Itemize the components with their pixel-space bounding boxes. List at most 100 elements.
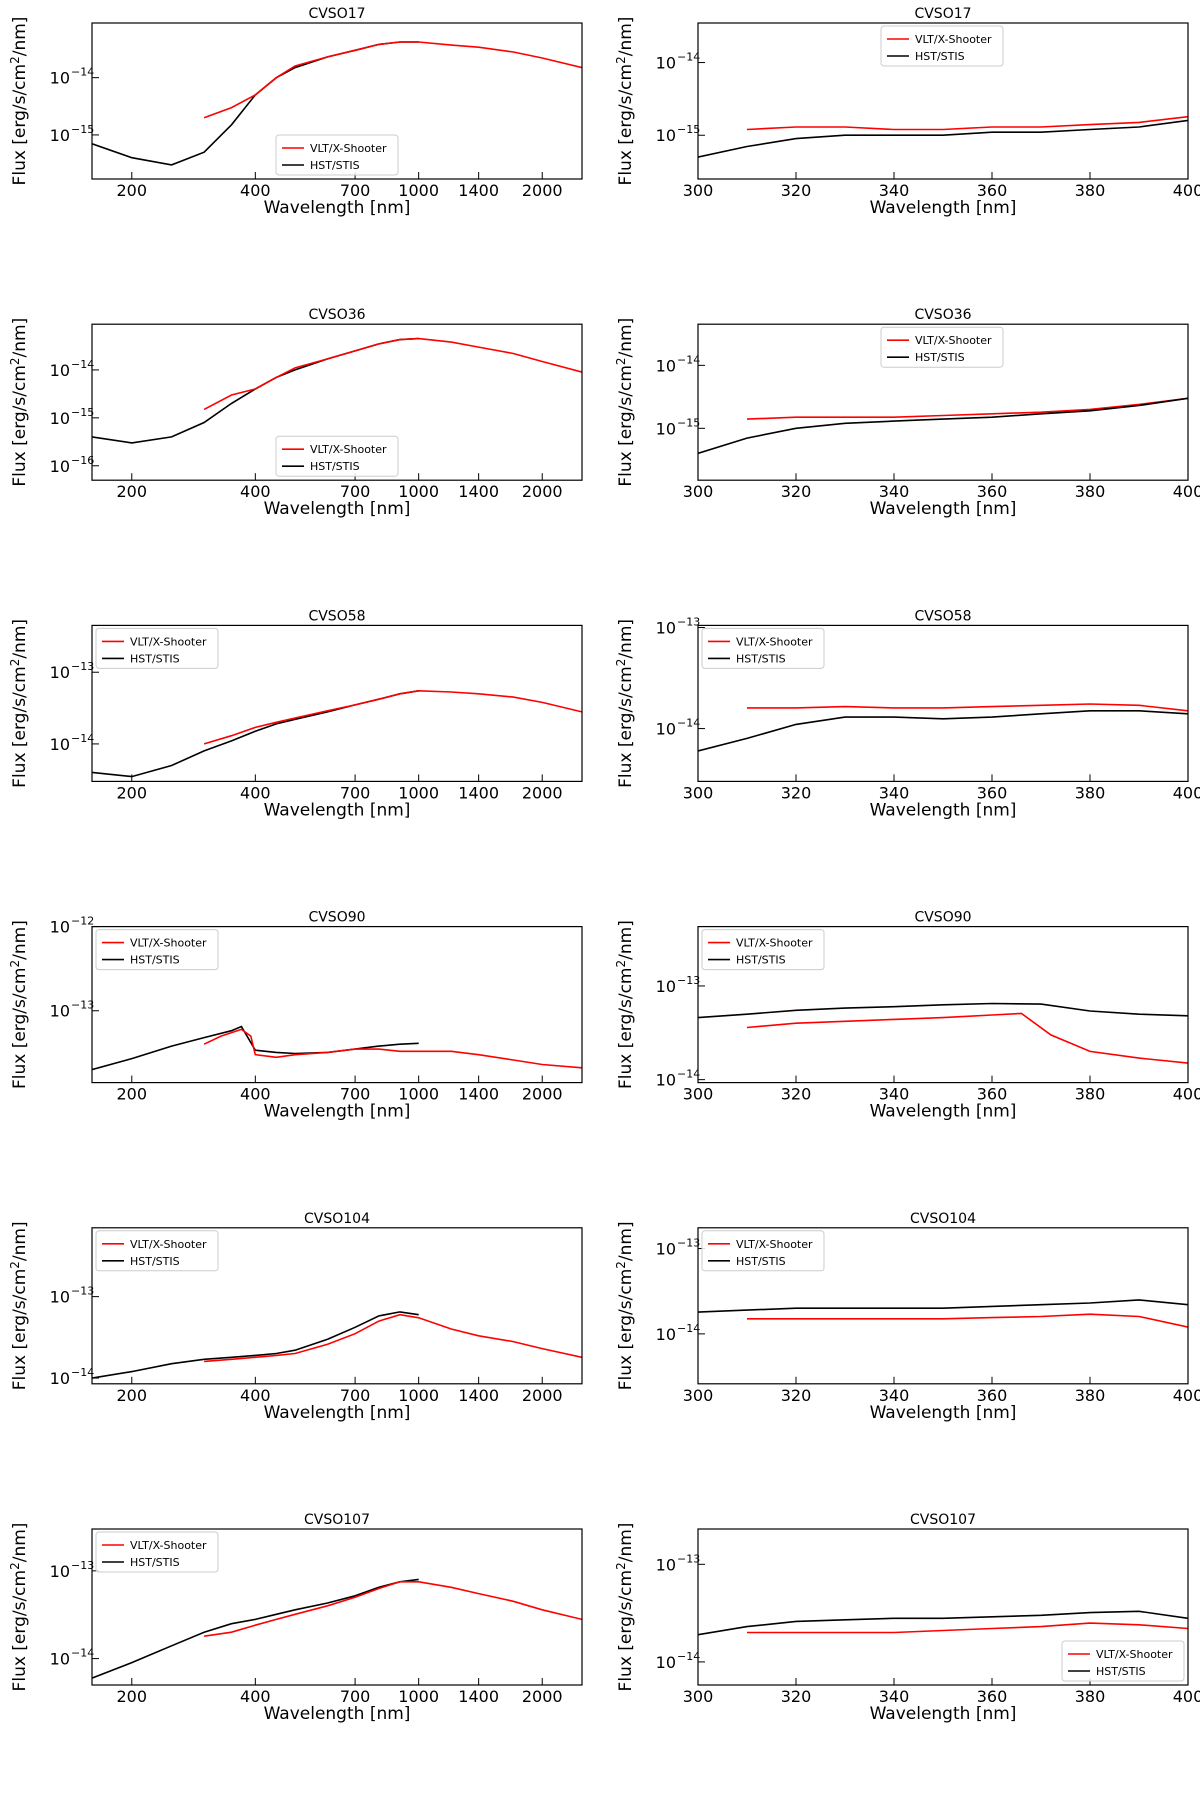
series-line-xshooter bbox=[203, 337, 582, 411]
y-label-suffix: /nm] bbox=[616, 1523, 636, 1563]
x-tick-label: 300 bbox=[683, 1085, 714, 1104]
plot-frame bbox=[91, 1528, 583, 1686]
y-tick-label: 10 bbox=[50, 1369, 70, 1388]
x-tick-label: 400 bbox=[1173, 1085, 1200, 1104]
y-tick-exponent: −16 bbox=[71, 454, 94, 467]
y-label-sup: 2 bbox=[614, 357, 628, 365]
series-line-xshooter bbox=[204, 1313, 582, 1363]
y-label-prefix: Flux [erg/s/cm bbox=[616, 64, 636, 186]
y-label-sup: 2 bbox=[8, 357, 22, 365]
y-tick-exponent: −14 bbox=[71, 1647, 94, 1660]
x-tick-label: 400 bbox=[1173, 482, 1200, 501]
x-tick-label: 1000 bbox=[398, 783, 439, 802]
x-tick-label: 2000 bbox=[522, 1386, 563, 1405]
x-axis-label: Wavelength [nm] bbox=[870, 499, 1017, 519]
x-axis-label: Wavelength [nm] bbox=[264, 198, 411, 218]
x-tick-label: 320 bbox=[781, 1085, 812, 1104]
panel-title: CVSO36 bbox=[914, 307, 971, 323]
legend: VLT/X-Shooter HST/STIS bbox=[275, 134, 399, 176]
y-label-suffix: /nm] bbox=[10, 619, 30, 659]
legend-box bbox=[701, 627, 825, 669]
legend-label-stis: HST/STIS bbox=[915, 351, 965, 364]
y-tick-exponent: −15 bbox=[71, 123, 94, 136]
y-tick-label: 10 bbox=[656, 356, 676, 375]
x-tick-label: 380 bbox=[1075, 1085, 1106, 1104]
x-tick-label: 2000 bbox=[522, 1687, 563, 1706]
x-tick-label: 300 bbox=[683, 783, 714, 802]
series-line-xshooter bbox=[747, 1313, 1188, 1328]
panel-title: CVSO104 bbox=[304, 1211, 370, 1227]
y-label-sup: 2 bbox=[614, 1562, 628, 1570]
x-tick-label: 400 bbox=[240, 783, 271, 802]
x-tick-label: 1400 bbox=[458, 1085, 499, 1104]
x-tick-label: 360 bbox=[977, 1687, 1008, 1706]
y-tick-exponent: −13 bbox=[71, 999, 94, 1012]
x-tick-label: 320 bbox=[781, 1687, 812, 1706]
plot-frame bbox=[697, 624, 1189, 783]
x-tick-label: 700 bbox=[340, 1085, 371, 1104]
y-axis-label: Flux [erg/s/cm2/nm] bbox=[8, 920, 30, 1089]
y-tick-label: 10 bbox=[50, 457, 70, 476]
plot-frame bbox=[91, 22, 583, 180]
series-line-stis bbox=[698, 119, 1188, 158]
legend: VLT/X-Shooter HST/STIS bbox=[95, 1230, 219, 1272]
y-label-suffix: /nm] bbox=[616, 318, 636, 358]
y-tick-label: 10 bbox=[656, 720, 676, 739]
legend: VLT/X-Shooter HST/STIS bbox=[1061, 1640, 1185, 1682]
y-axis-label: Flux [erg/s/cm2/nm] bbox=[614, 920, 636, 1089]
series-line-stis bbox=[92, 1578, 419, 1679]
panel-title: CVSO104 bbox=[910, 1211, 976, 1227]
legend-box bbox=[880, 25, 1004, 67]
legend-label-xshooter: VLT/X-Shooter bbox=[736, 1238, 813, 1251]
y-tick-label: 10 bbox=[50, 1562, 70, 1581]
x-tick-label: 200 bbox=[117, 1687, 148, 1706]
x-axis-label: Wavelength [nm] bbox=[264, 1704, 411, 1724]
series-line-stis bbox=[698, 1299, 1188, 1313]
y-tick-exponent: −13 bbox=[677, 1237, 700, 1250]
y-tick-exponent: −13 bbox=[677, 1552, 700, 1565]
series-line-xshooter bbox=[203, 689, 582, 745]
y-tick-label: 10 bbox=[656, 619, 676, 638]
legend-box bbox=[701, 929, 825, 971]
y-tick-exponent: −15 bbox=[71, 406, 94, 419]
legend-box bbox=[95, 627, 219, 669]
y-label-suffix: /nm] bbox=[616, 17, 636, 57]
x-axis-label: Wavelength [nm] bbox=[264, 499, 411, 519]
plot-frame bbox=[91, 624, 583, 783]
series-line-stis bbox=[92, 1025, 419, 1071]
y-label-prefix: Flux [erg/s/cm bbox=[10, 967, 30, 1089]
y-label-suffix: /nm] bbox=[10, 1221, 30, 1261]
panel-title: CVSO90 bbox=[308, 910, 365, 926]
plot-frame bbox=[91, 925, 583, 1084]
series-line-xshooter bbox=[746, 1012, 1188, 1064]
x-tick-label: 320 bbox=[781, 1386, 812, 1405]
y-axis-label: Flux [erg/s/cm2/nm] bbox=[8, 17, 30, 186]
y-tick-exponent: −14 bbox=[677, 1650, 700, 1663]
y-label-sup: 2 bbox=[614, 960, 628, 968]
x-tick-label: 1000 bbox=[398, 1687, 439, 1706]
legend-label-xshooter: VLT/X-Shooter bbox=[130, 1539, 207, 1552]
plot-frame bbox=[697, 1528, 1189, 1686]
x-tick-label: 200 bbox=[117, 1085, 148, 1104]
x-tick-label: 700 bbox=[340, 181, 371, 200]
y-tick-label: 10 bbox=[50, 1002, 70, 1021]
plot-frame bbox=[697, 1227, 1189, 1385]
legend-label-stis: HST/STIS bbox=[310, 159, 360, 172]
y-tick-label: 10 bbox=[656, 126, 676, 145]
y-label-prefix: Flux [erg/s/cm bbox=[616, 967, 636, 1089]
panel-title: CVSO107 bbox=[304, 1512, 370, 1528]
legend-label-xshooter: VLT/X-Shooter bbox=[310, 142, 387, 155]
y-label-prefix: Flux [erg/s/cm bbox=[10, 1269, 30, 1391]
panel-title: CVSO17 bbox=[914, 6, 971, 22]
y-tick-exponent: −13 bbox=[677, 974, 700, 987]
x-tick-label: 340 bbox=[879, 181, 910, 200]
legend-label-stis: HST/STIS bbox=[130, 1255, 180, 1268]
x-axis-label: Wavelength [nm] bbox=[264, 800, 411, 820]
y-tick-label: 10 bbox=[656, 1071, 676, 1090]
x-tick-label: 1000 bbox=[398, 1085, 439, 1104]
